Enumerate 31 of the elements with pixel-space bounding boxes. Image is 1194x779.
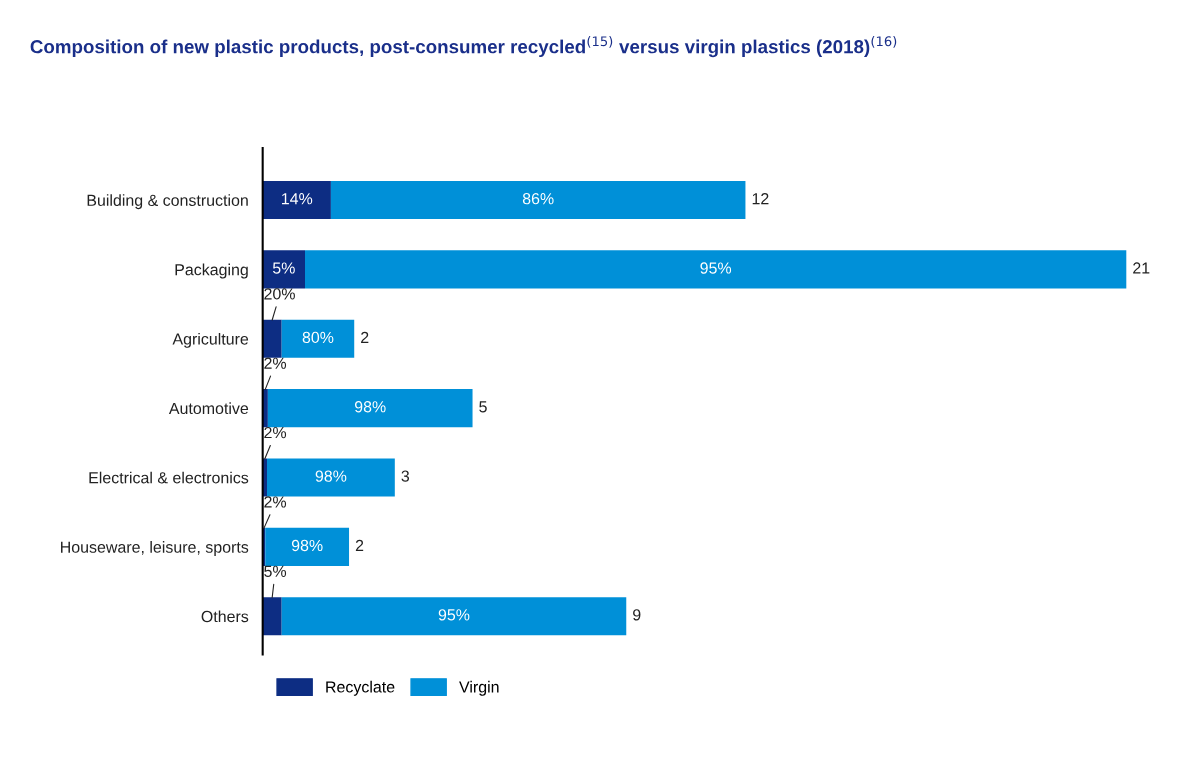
annotation: 5 <box>479 401 487 413</box>
annotation: 98% <box>315 470 347 482</box>
annotation: 14% <box>282 193 313 205</box>
annotation: 2 <box>361 331 369 343</box>
y-tick-label: Electrical & electronics <box>89 471 249 484</box>
annotation: 5% <box>264 565 287 577</box>
annotation: 2 <box>355 539 364 551</box>
annotation: 3 <box>401 470 410 482</box>
y-tick-label: Automotive <box>168 402 249 415</box>
legend-label: Recyclate <box>326 680 395 696</box>
annotation: 5% <box>272 262 295 274</box>
y-tick-label: Houseware, leisure, sports <box>61 541 249 556</box>
annotation: 12 <box>752 193 769 205</box>
annotation: 9 <box>633 609 641 621</box>
annotation: 98% <box>354 401 386 413</box>
annotation: 98% <box>291 539 323 552</box>
text: 21 <box>1133 262 1150 274</box>
y-tick-label: Agriculture <box>172 332 249 348</box>
annotation: 2% <box>264 496 287 508</box>
annotation: 2% <box>264 357 287 369</box>
annotation: 95% <box>700 262 732 274</box>
chart-title: Composition of new plastic products, post-consumer recycled$^{(15)}$ versus virgin plastics (2018)$^{(16)}$ <box>30 36 897 58</box>
y-tick-label: Packaging <box>175 263 248 279</box>
annotation: 95% <box>438 609 470 621</box>
legend-label: Virgin <box>459 680 499 696</box>
annotation: 2% <box>264 426 287 439</box>
y-tick-label: Building & construction <box>87 194 248 210</box>
annotation: 20% <box>264 288 295 300</box>
y-tick-label: Others <box>201 610 249 623</box>
annotation: 80% <box>302 331 334 344</box>
annotation: 86% <box>522 193 554 205</box>
